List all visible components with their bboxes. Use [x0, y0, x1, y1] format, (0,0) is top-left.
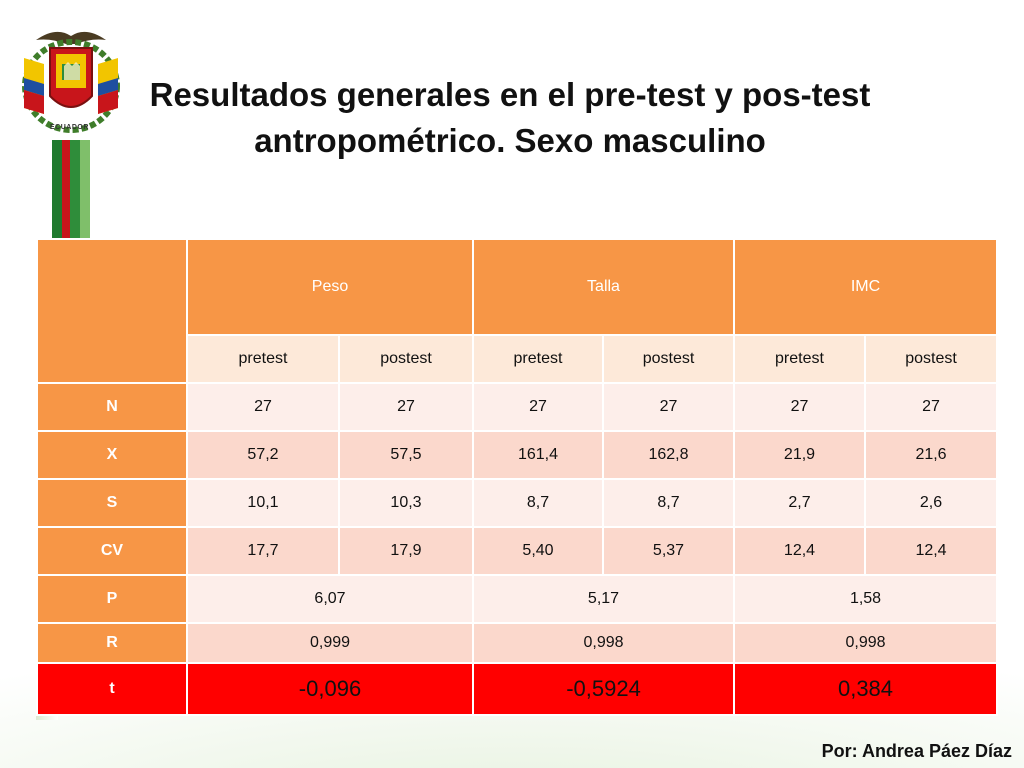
table-row: S 10,1 10,3 8,7 8,7 2,7 2,6: [36, 478, 999, 528]
subheader: pretest: [186, 334, 340, 384]
row-label: R: [36, 622, 188, 664]
row-label: S: [36, 478, 188, 528]
table-row: CV 17,7 17,9 5,40 5,37 12,4 12,4: [36, 526, 999, 576]
table-cell: 27: [602, 382, 735, 432]
table-cell: 162,8: [602, 430, 735, 480]
coat-of-arms-logo: [16, 18, 126, 138]
table-cell: -0,096: [186, 662, 474, 716]
table-cell: 6,07: [186, 574, 474, 624]
flag-stripe-green-2: [70, 140, 80, 250]
table-cell: -0,5924: [472, 662, 735, 716]
table-cell: 10,1: [186, 478, 340, 528]
table-cell: 0,384: [732, 662, 999, 716]
results-table: Peso Talla IMC pretest postest pretest p…: [36, 238, 999, 716]
slide-title: Resultados generales en el pre-test y po…: [149, 76, 871, 159]
table-cell: 27: [472, 382, 604, 432]
table-cell: 17,7: [186, 526, 340, 576]
table-cell: 5,17: [472, 574, 735, 624]
table-cell: 27: [186, 382, 340, 432]
subheader: pretest: [472, 334, 604, 384]
table-cell: 27: [733, 382, 866, 432]
table-cell: 21,9: [733, 430, 866, 480]
row-label: P: [36, 574, 188, 624]
table-cell: 57,5: [338, 430, 474, 480]
table-cell: 2,7: [733, 478, 866, 528]
subheader: pretest: [733, 334, 866, 384]
table-cell: 8,7: [472, 478, 604, 528]
table-cell: 27: [338, 382, 474, 432]
table-row: R 0,999 0,998 0,998: [36, 622, 999, 664]
table-row: P 6,07 5,17 1,58: [36, 574, 999, 624]
subheader: postest: [338, 334, 474, 384]
row-label: N: [36, 382, 188, 432]
table-cell: 12,4: [733, 526, 866, 576]
subheader: postest: [863, 334, 999, 384]
table-cell: 12,4: [863, 526, 999, 576]
table-cell: 10,3: [338, 478, 474, 528]
table-cell: 0,998: [472, 622, 735, 664]
group-header-row: Peso Talla IMC: [36, 238, 999, 384]
table-cell: 27: [863, 382, 999, 432]
flag-stripe-green: [52, 140, 62, 250]
highlight-row: t -0,096 -0,5924 0,384: [36, 662, 999, 716]
table-row: N 27 27 27 27 27 27: [36, 382, 999, 432]
table-cell: 161,4: [472, 430, 604, 480]
table-cell: 2,6: [863, 478, 999, 528]
table-cell: 0,998: [732, 622, 999, 664]
group-header: Peso: [186, 238, 474, 336]
table-cell: 5,40: [472, 526, 604, 576]
table-cell: 17,9: [338, 526, 474, 576]
table-cell: 8,7: [602, 478, 735, 528]
group-header: IMC: [732, 238, 999, 336]
flag-stripe-green-3: [80, 140, 90, 250]
crest-label: ECUADOR: [50, 124, 89, 131]
subheader: postest: [602, 334, 735, 384]
author-credit: Por: Andrea Páez Díaz: [821, 741, 1012, 761]
table-row: X 57,2 57,5 161,4 162,8 21,9 21,6: [36, 430, 999, 480]
table-cell: 21,6: [863, 430, 999, 480]
corner-cell: [36, 238, 188, 384]
row-label: CV: [36, 526, 188, 576]
table-cell: 1,58: [732, 574, 999, 624]
table-cell: 0,999: [186, 622, 474, 664]
group-header: Talla: [472, 238, 735, 336]
flag-stripe-red: [62, 140, 70, 250]
table-cell: 57,2: [186, 430, 340, 480]
row-label: X: [36, 430, 188, 480]
table-cell: 5,37: [602, 526, 735, 576]
subheader-row: pretest postest pretest postest pretest …: [37, 334, 999, 384]
row-label: t: [36, 662, 188, 716]
